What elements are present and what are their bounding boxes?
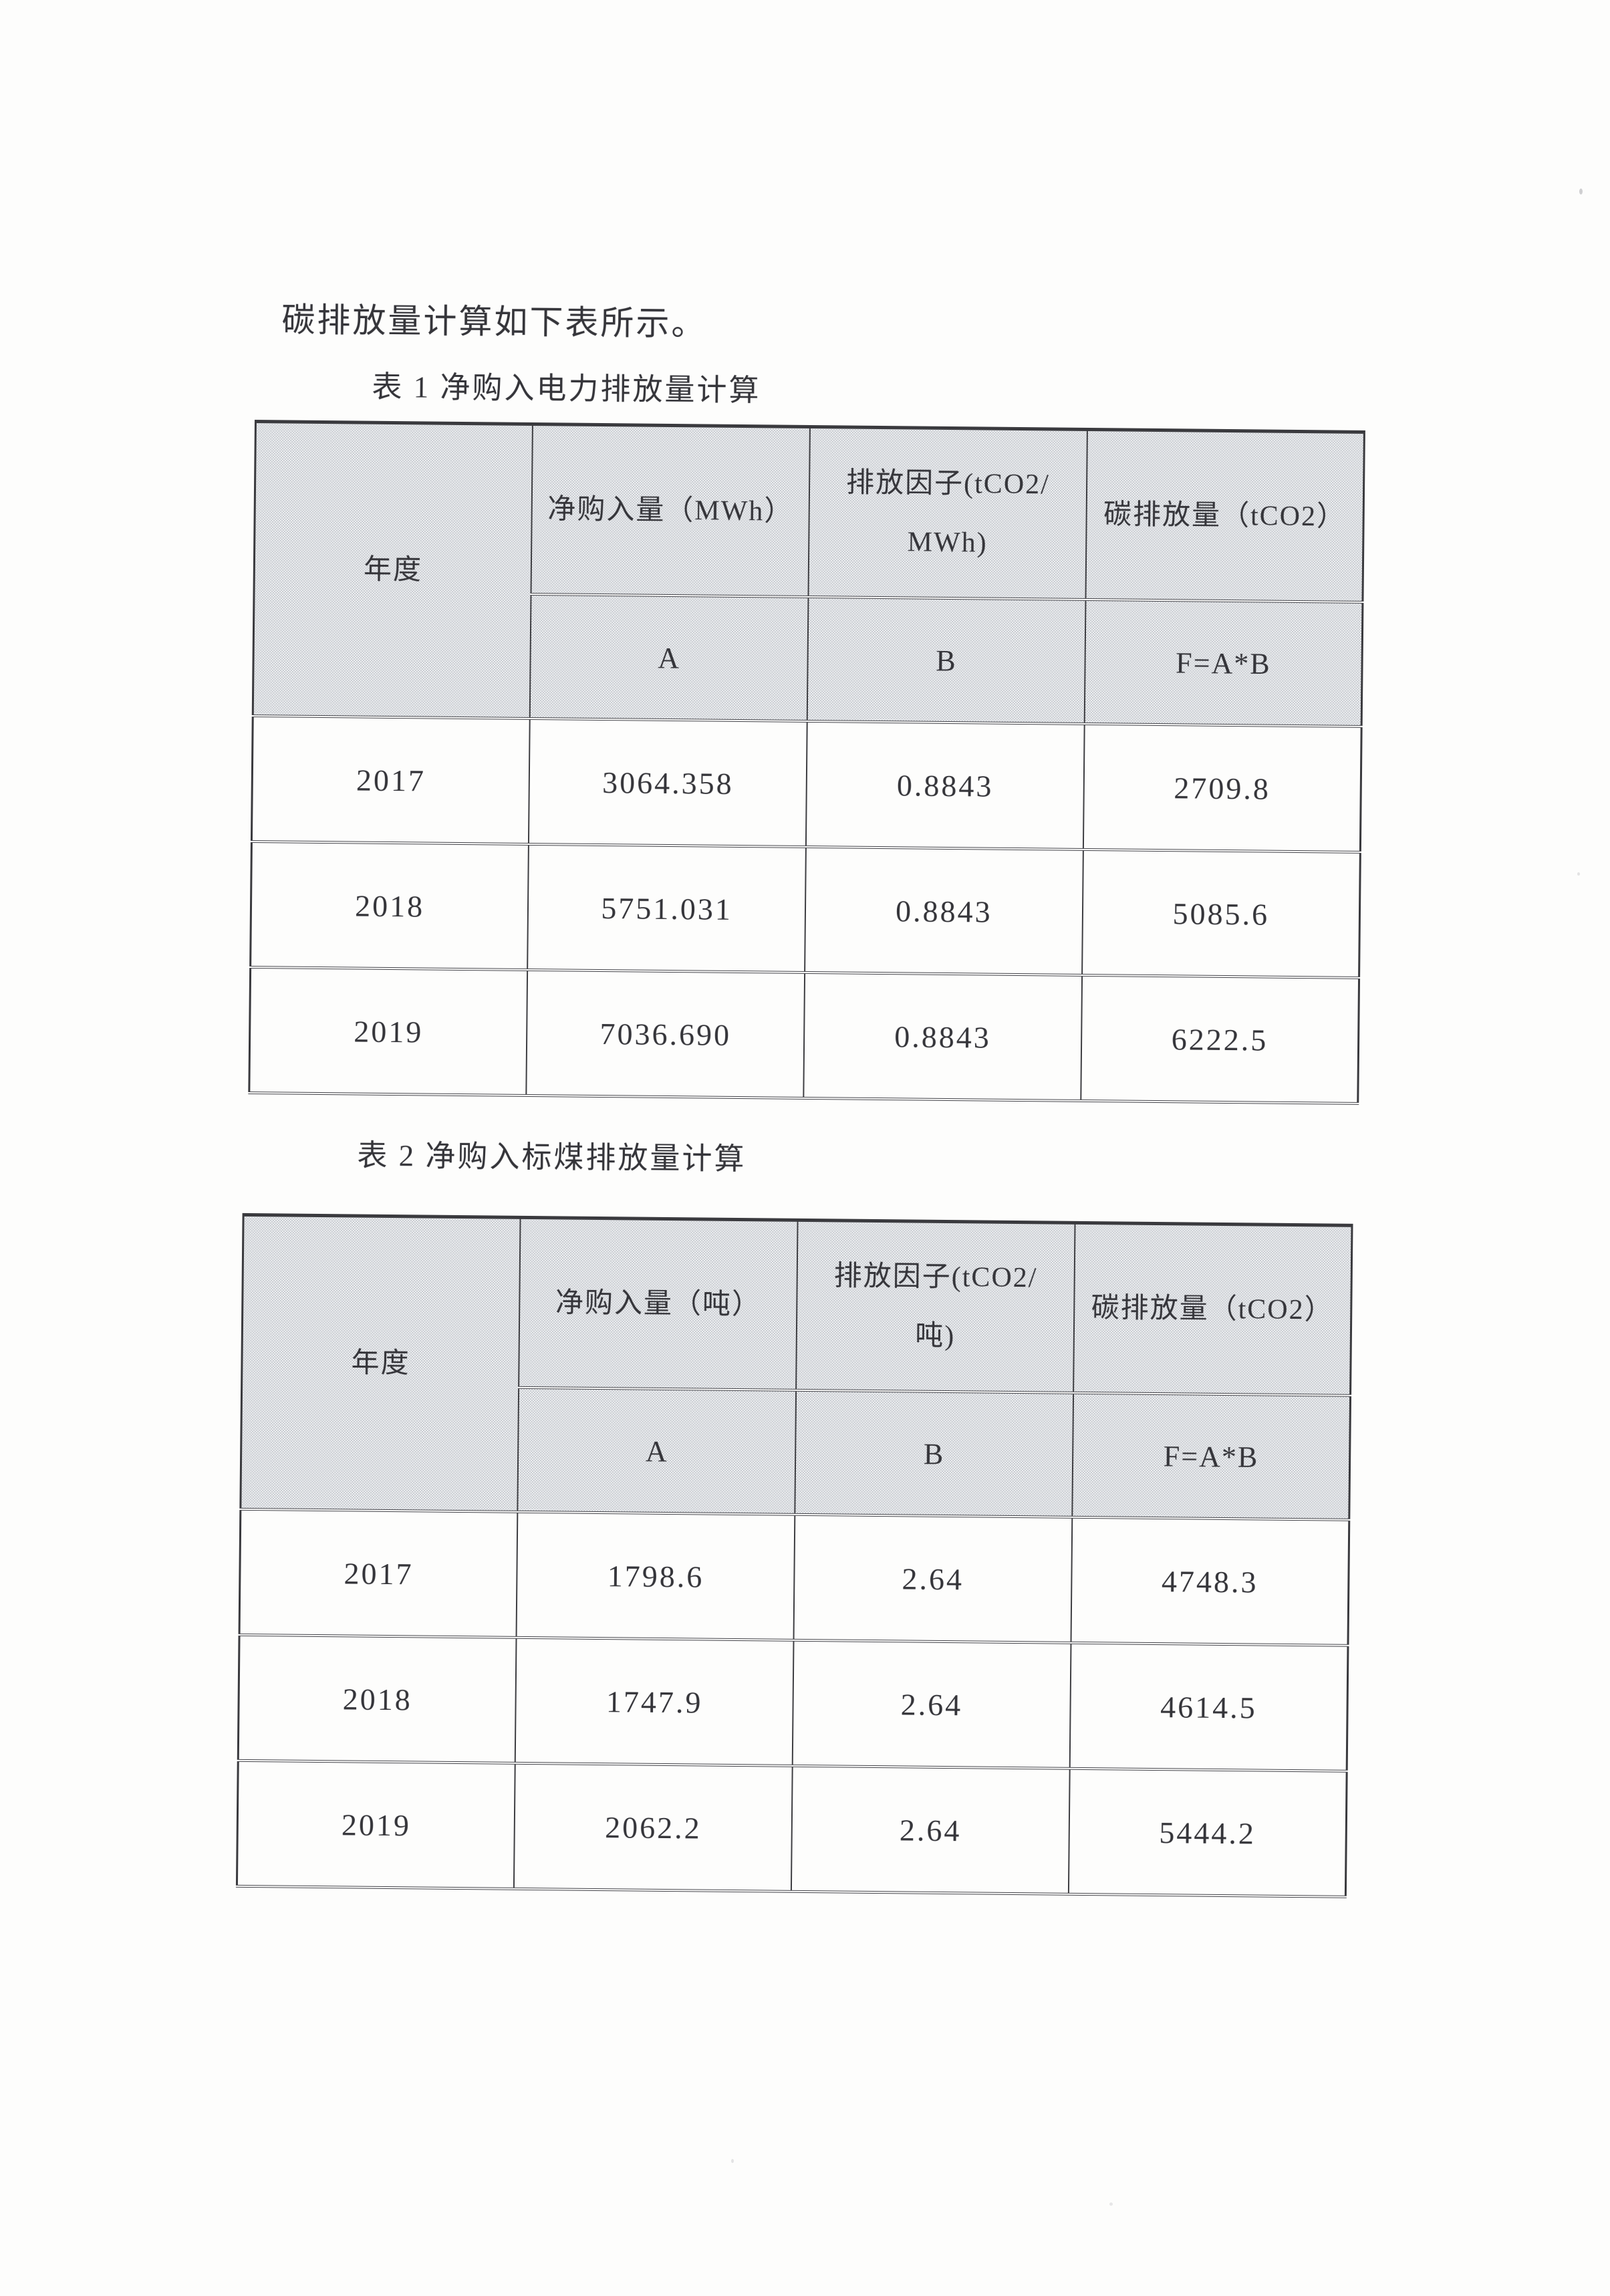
table1-header-emission-factor: 排放因子(tCO2/ MWh) (808, 426, 1087, 600)
table2-year-2018: 2018 (238, 1634, 517, 1763)
table-row: 2018 5751.031 0.8843 5085.6 (250, 841, 1361, 978)
scanner-speck (1577, 872, 1580, 876)
table1-header-year: 年度 (253, 421, 533, 719)
table2-2018-a: 1747.9 (515, 1637, 794, 1766)
table2-header-year: 年度 (240, 1215, 521, 1512)
table2-2017-b: 2.64 (793, 1514, 1073, 1643)
table2-2018-b: 2.64 (792, 1640, 1071, 1769)
intro-text: 碳排放量计算如下表所示。 (281, 301, 707, 343)
table-row: 2018 1747.9 2.64 4614.5 (238, 1634, 1348, 1771)
table1-caption: 表 1 净购入电力排放量计算 (372, 370, 761, 408)
table2-header-net-purchase: 净购入量（吨） (519, 1217, 798, 1390)
table2-header-carbon-emission: 碳排放量（tCO2） (1073, 1223, 1353, 1396)
table1-2018-f: 5085.6 (1081, 849, 1361, 978)
scanner-speck (1109, 2202, 1113, 2206)
table1-2019-a: 7036.690 (526, 969, 805, 1098)
table1-year-2017: 2017 (251, 716, 530, 844)
table1-year-2019: 2019 (249, 967, 528, 1096)
table2-caption: 表 2 净购入标煤排放量计算 (357, 1138, 747, 1176)
table-electricity-emissions: 年度 净购入量（MWh） 排放因子(tCO2/ MWh) 碳排放量（tCO2） … (248, 420, 1365, 1105)
table1-2019-f: 6222.5 (1081, 975, 1359, 1104)
table1-header-carbon-emission: 碳排放量（tCO2） (1085, 429, 1365, 602)
table2-2017-f: 4748.3 (1071, 1517, 1349, 1646)
table2-2019-f: 5444.2 (1068, 1768, 1347, 1897)
table1-2018-b: 0.8843 (805, 846, 1083, 975)
table1-2019-b: 0.8843 (803, 972, 1082, 1101)
table1-2017-a: 3064.358 (529, 718, 807, 847)
table-row: 2019 7036.690 0.8843 6222.5 (249, 967, 1359, 1104)
table2-subheader-a: A (517, 1387, 797, 1515)
table1-year-2018: 2018 (250, 841, 529, 970)
table2-header-row: 年度 净购入量（吨） 排放因子(tCO2/ 吨) 碳排放量（tCO2） (240, 1215, 1353, 1512)
table1-subheader-b: B (807, 596, 1086, 724)
table1-2017-f: 2709.8 (1083, 723, 1362, 852)
table2-year-2019: 2019 (237, 1760, 515, 1889)
table1-2018-a: 5751.031 (527, 844, 806, 973)
table2-year-2017: 2017 (239, 1509, 518, 1638)
scanner-speck (731, 2159, 734, 2163)
table2-2019-b: 2.64 (791, 1765, 1070, 1894)
table1-subheader-a: A (529, 594, 809, 721)
table-coal-emissions: 年度 净购入量（吨） 排放因子(tCO2/ 吨) 碳排放量（tCO2） A B … (235, 1213, 1353, 1898)
table2-subheader-f: F=A*B (1072, 1392, 1351, 1520)
table2-header-emission-factor: 排放因子(tCO2/ 吨) (796, 1220, 1075, 1393)
table1-header-net-purchase: 净购入量（MWh） (531, 424, 810, 597)
table-row: 2017 1798.6 2.64 4748.3 (239, 1509, 1349, 1646)
scanner-speck (1579, 188, 1583, 195)
table1-header-row: 年度 净购入量（MWh） 排放因子(tCO2/ MWh) 碳排放量（tCO2） (253, 421, 1365, 719)
table2-2019-a: 2062.2 (514, 1763, 793, 1892)
table1-subheader-f: F=A*B (1084, 599, 1363, 727)
table-row: 2017 3064.358 0.8843 2709.8 (251, 716, 1362, 852)
table2-subheader-b: B (795, 1390, 1073, 1517)
table2-2017-a: 1798.6 (516, 1511, 795, 1640)
table-row: 2019 2062.2 2.64 5444.2 (237, 1760, 1347, 1897)
table2-2018-f: 4614.5 (1069, 1642, 1348, 1771)
table1-2017-b: 0.8843 (805, 721, 1085, 850)
